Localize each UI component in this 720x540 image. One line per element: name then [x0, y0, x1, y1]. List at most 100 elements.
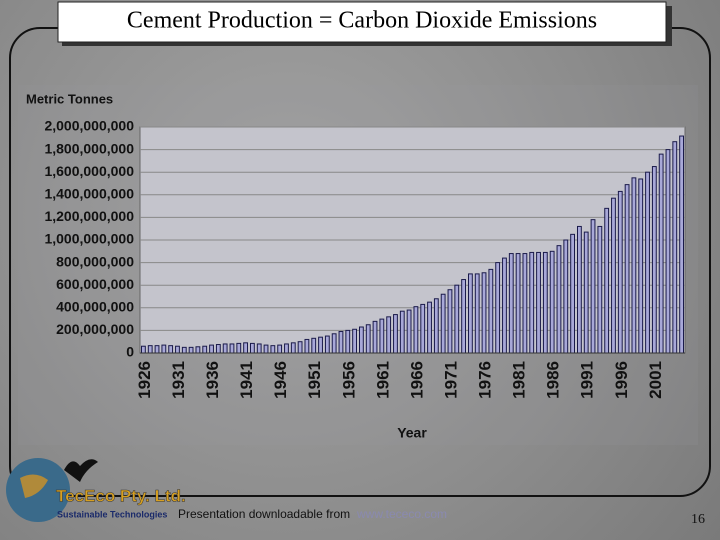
bar	[372, 320, 378, 354]
bar	[270, 345, 276, 354]
bar	[209, 344, 214, 354]
bar	[154, 345, 160, 354]
bar	[536, 251, 541, 354]
bar	[147, 345, 153, 354]
bar	[549, 250, 555, 354]
y-tick-label: 1,800,000,000	[44, 140, 134, 156]
bar	[597, 225, 603, 354]
x-tick-label: 1966	[407, 361, 426, 399]
bar	[358, 326, 364, 354]
bar	[583, 231, 589, 354]
bar	[488, 268, 494, 354]
bar	[379, 318, 385, 354]
logo-bird	[64, 459, 98, 482]
y-tick-label: 0	[126, 344, 134, 360]
bar	[338, 331, 344, 354]
bar	[658, 153, 664, 354]
bar	[365, 324, 371, 354]
bar	[638, 178, 644, 354]
x-tick-label: 1976	[476, 361, 495, 399]
bar	[324, 335, 330, 354]
bar	[576, 225, 582, 354]
y-tick-label: 200,000,000	[56, 321, 134, 337]
bar	[222, 343, 228, 354]
bar	[590, 219, 596, 354]
bar	[672, 141, 678, 354]
bar	[202, 345, 208, 354]
logo-tagline: Sustainable Technologies	[57, 509, 167, 519]
bar	[461, 279, 467, 354]
bar	[188, 346, 194, 354]
bar	[467, 273, 473, 354]
bar	[679, 135, 685, 354]
x-tick-label: 1981	[510, 361, 529, 399]
x-tick-label: 1986	[544, 361, 563, 399]
bar	[243, 342, 249, 354]
page-number: 16	[691, 512, 705, 527]
x-tick-label: 1956	[339, 361, 358, 399]
x-tick-label: 1971	[441, 361, 460, 399]
logo-continent	[20, 474, 48, 498]
bar	[665, 149, 671, 354]
y-tick-label: 1,000,000,000	[44, 231, 134, 247]
bar	[263, 344, 269, 354]
bar	[542, 251, 548, 354]
bar	[427, 301, 432, 354]
bar	[570, 233, 576, 354]
x-tick-label: 1961	[373, 361, 392, 399]
bar	[399, 310, 405, 354]
bar	[502, 257, 507, 354]
bar	[529, 251, 535, 354]
bar	[617, 190, 623, 354]
bar	[454, 284, 460, 354]
footer-link[interactable]: www.tececo.com	[356, 507, 447, 521]
bar	[284, 343, 289, 354]
x-tick-label: 1996	[612, 361, 631, 399]
y-tick-label: 800,000,000	[56, 253, 134, 269]
bar	[563, 239, 569, 354]
bar	[249, 342, 255, 354]
logo-name: TecEco Pty. Ltd.	[56, 486, 186, 505]
bar	[624, 184, 630, 354]
x-tick-label: 1946	[271, 361, 290, 399]
bar	[297, 341, 303, 354]
x-tick-label: 1991	[578, 361, 597, 399]
bar	[311, 337, 317, 354]
bar	[161, 344, 167, 354]
bar	[277, 344, 283, 354]
x-tick-label: 1926	[135, 361, 154, 399]
bar	[651, 166, 657, 354]
bar	[236, 342, 242, 354]
bar	[420, 303, 426, 354]
bar	[229, 343, 235, 354]
bar	[175, 345, 180, 354]
bar	[474, 273, 480, 354]
x-tick-label: 1936	[203, 361, 222, 399]
y-tick-label: 1,200,000,000	[44, 208, 134, 224]
bar	[352, 328, 358, 354]
bar	[495, 262, 501, 354]
y-tick-label: 2,000,000,000	[44, 118, 134, 134]
bar	[290, 342, 296, 354]
y-tick-label: 1,600,000,000	[44, 163, 134, 179]
bar	[345, 329, 351, 354]
bar	[433, 298, 439, 354]
bar	[522, 253, 528, 354]
bar	[447, 289, 453, 354]
bar	[168, 345, 174, 354]
bar	[508, 253, 514, 354]
bar	[386, 316, 392, 354]
y-axis-title: Metric Tonnes	[26, 91, 113, 106]
bar	[304, 338, 310, 354]
y-tick-label: 600,000,000	[56, 276, 134, 292]
bar	[406, 309, 412, 354]
bar	[140, 345, 146, 354]
bar	[318, 336, 323, 354]
bar	[631, 177, 637, 354]
bar	[256, 343, 262, 354]
bar	[440, 293, 446, 354]
bar	[215, 344, 221, 354]
x-axis-title: Year	[397, 425, 427, 441]
